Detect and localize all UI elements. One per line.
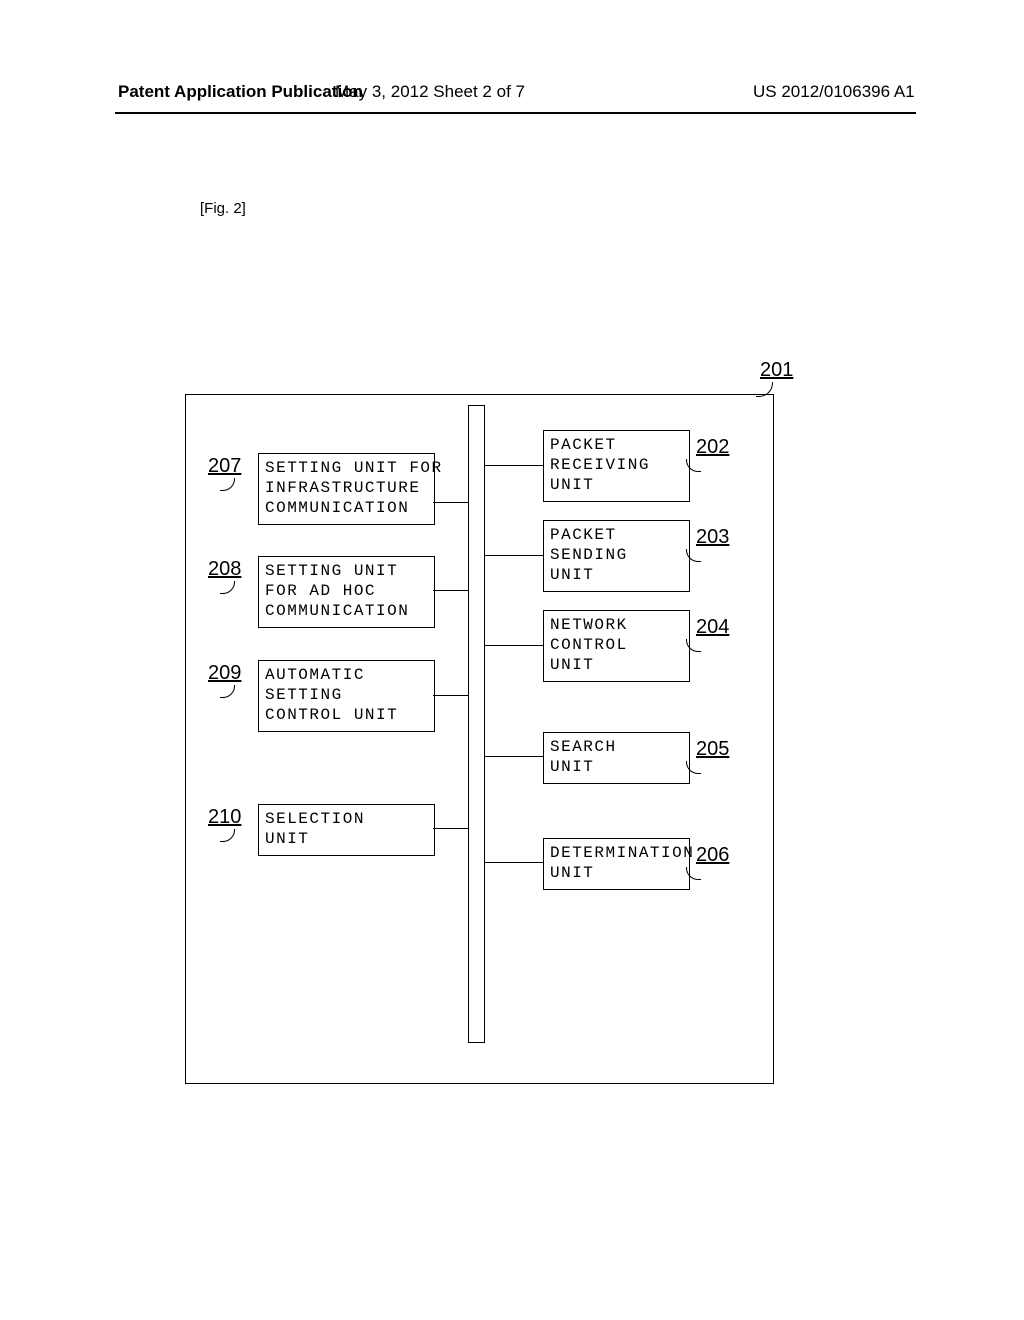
connector-204 — [484, 645, 543, 646]
block-207: SETTING UNIT FOR INFRASTRUCTURE COMMUNIC… — [258, 453, 435, 525]
header-rule — [115, 112, 916, 114]
connector-203 — [484, 555, 543, 556]
connector-207 — [433, 502, 468, 503]
reference-207: 207 — [208, 455, 241, 478]
reference-209: 209 — [208, 662, 241, 685]
connector-208 — [433, 590, 468, 591]
reference-202: 202 — [696, 436, 729, 459]
page: Patent Application Publication May 3, 20… — [0, 0, 1024, 1320]
reference-205: 205 — [696, 738, 729, 761]
block-203: PACKET SENDING UNIT — [543, 520, 690, 592]
reference-204: 204 — [696, 616, 729, 639]
figure-label: [Fig. 2] — [200, 200, 246, 217]
connector-202 — [484, 465, 543, 466]
header-left: Patent Application Publication — [118, 82, 363, 102]
block-206: DETERMINATION UNIT — [543, 838, 690, 890]
block-210: SELECTION UNIT — [258, 804, 435, 856]
reference-203: 203 — [696, 526, 729, 549]
bus-line — [468, 405, 485, 1043]
block-203-text: PACKET SENDING UNIT — [544, 521, 689, 589]
block-207-text: SETTING UNIT FOR INFRASTRUCTURE COMMUNIC… — [259, 454, 434, 522]
reference-201: 201 — [760, 359, 793, 382]
block-208: SETTING UNIT FOR AD HOC COMMUNICATION — [258, 556, 435, 628]
block-204: NETWORK CONTROL UNIT — [543, 610, 690, 682]
block-208-text: SETTING UNIT FOR AD HOC COMMUNICATION — [259, 557, 434, 625]
block-209: AUTOMATIC SETTING CONTROL UNIT — [258, 660, 435, 732]
block-209-text: AUTOMATIC SETTING CONTROL UNIT — [259, 661, 434, 729]
reference-210: 210 — [208, 806, 241, 829]
block-204-text: NETWORK CONTROL UNIT — [544, 611, 689, 679]
block-202-text: PACKET RECEIVING UNIT — [544, 431, 689, 499]
reference-206: 206 — [696, 844, 729, 867]
connector-210 — [433, 828, 468, 829]
block-206-text: DETERMINATION UNIT — [544, 839, 689, 887]
connector-209 — [433, 695, 468, 696]
connector-205 — [484, 756, 543, 757]
header-right: US 2012/0106396 A1 — [753, 82, 915, 102]
reference-208: 208 — [208, 558, 241, 581]
block-210-text: SELECTION UNIT — [259, 805, 434, 853]
header-center: May 3, 2012 Sheet 2 of 7 — [335, 82, 525, 102]
block-205: SEARCH UNIT — [543, 732, 690, 784]
connector-206 — [484, 862, 543, 863]
block-202: PACKET RECEIVING UNIT — [543, 430, 690, 502]
block-205-text: SEARCH UNIT — [544, 733, 689, 781]
